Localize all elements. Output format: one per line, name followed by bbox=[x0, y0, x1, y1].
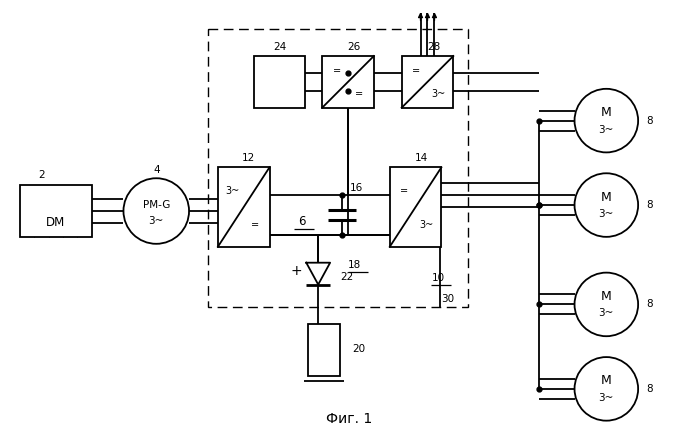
Text: DM: DM bbox=[46, 216, 66, 229]
Bar bbox=[218, 167, 269, 247]
Bar bbox=[401, 56, 453, 108]
Text: Фиг. 1: Фиг. 1 bbox=[326, 412, 372, 426]
Text: 8: 8 bbox=[646, 200, 653, 210]
Text: 10: 10 bbox=[431, 273, 445, 283]
Text: M: M bbox=[601, 290, 611, 303]
Text: 28: 28 bbox=[426, 42, 440, 52]
Text: M: M bbox=[601, 106, 611, 119]
Text: 22: 22 bbox=[340, 272, 353, 282]
Circle shape bbox=[574, 89, 638, 152]
Text: 18: 18 bbox=[348, 260, 362, 270]
Text: M: M bbox=[601, 190, 611, 204]
Text: 14: 14 bbox=[415, 154, 428, 163]
Text: 3~: 3~ bbox=[432, 89, 446, 99]
Text: =: = bbox=[400, 186, 408, 196]
Bar bbox=[309, 324, 340, 376]
Circle shape bbox=[574, 173, 638, 237]
Text: 3~: 3~ bbox=[149, 216, 164, 226]
Text: PM-G: PM-G bbox=[142, 200, 170, 210]
Text: 3~: 3~ bbox=[599, 308, 614, 318]
Text: 8: 8 bbox=[646, 384, 653, 394]
Text: +: + bbox=[290, 264, 302, 278]
Text: 24: 24 bbox=[273, 42, 286, 52]
Text: M: M bbox=[601, 375, 611, 387]
Text: 3~: 3~ bbox=[599, 209, 614, 219]
Text: 12: 12 bbox=[242, 154, 255, 163]
Text: 2: 2 bbox=[38, 170, 45, 180]
Text: 6: 6 bbox=[299, 215, 306, 228]
Text: 20: 20 bbox=[352, 344, 365, 354]
Text: 8: 8 bbox=[646, 299, 653, 310]
Text: 3~: 3~ bbox=[419, 220, 434, 230]
Bar bbox=[20, 185, 91, 237]
Text: 4: 4 bbox=[153, 165, 160, 175]
Bar bbox=[253, 56, 305, 108]
Bar bbox=[322, 56, 374, 108]
Text: 3~: 3~ bbox=[599, 393, 614, 403]
Text: 30: 30 bbox=[441, 295, 454, 304]
Text: =: = bbox=[412, 67, 420, 77]
Text: 16: 16 bbox=[349, 183, 362, 193]
Bar bbox=[208, 29, 468, 307]
Text: 3~: 3~ bbox=[225, 186, 239, 196]
Text: =: = bbox=[251, 220, 259, 230]
Circle shape bbox=[574, 357, 638, 421]
Bar bbox=[389, 167, 441, 247]
Text: 26: 26 bbox=[348, 42, 361, 52]
Circle shape bbox=[124, 178, 189, 244]
Text: =: = bbox=[332, 67, 341, 77]
Circle shape bbox=[574, 273, 638, 336]
Text: =: = bbox=[355, 89, 364, 99]
Text: 3~: 3~ bbox=[599, 125, 614, 135]
Text: 8: 8 bbox=[646, 116, 653, 126]
